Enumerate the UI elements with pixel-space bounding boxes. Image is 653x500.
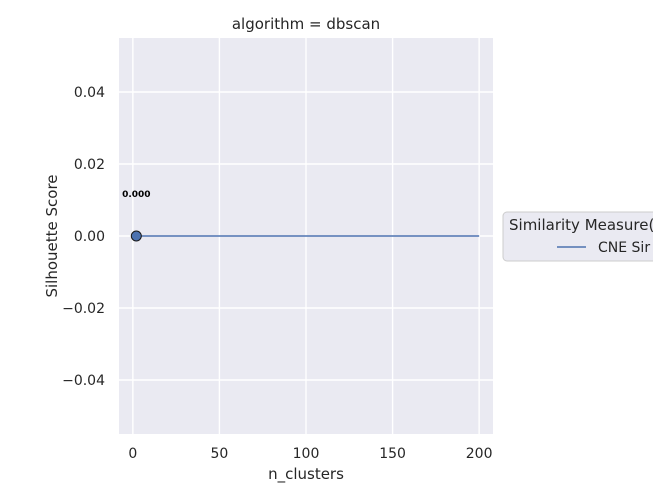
x-tick-label: 150 bbox=[379, 446, 406, 462]
x-axis-label: n_clusters bbox=[268, 465, 344, 484]
y-tick-label: −0.02 bbox=[62, 301, 105, 317]
x-axis-ticks: 0 50 100 150 200 bbox=[128, 446, 492, 462]
y-tick-label: −0.04 bbox=[62, 373, 105, 389]
x-tick-label: 50 bbox=[211, 446, 229, 462]
y-tick-label: 0.04 bbox=[74, 85, 105, 101]
y-tick-label: 0.00 bbox=[74, 229, 105, 245]
y-tick-label: 0.02 bbox=[74, 157, 105, 173]
x-tick-label: 100 bbox=[293, 446, 320, 462]
x-tick-label: 0 bbox=[128, 446, 137, 462]
y-axis-label: Silhouette Score bbox=[43, 174, 61, 297]
series-layer: 0.000 bbox=[122, 190, 480, 242]
legend-title: Similarity Measure( bbox=[509, 216, 653, 234]
panel-title: algorithm = dbscan bbox=[232, 15, 380, 33]
x-tick-label: 200 bbox=[466, 446, 493, 462]
y-axis-ticks: −0.04 −0.02 0.00 0.02 0.04 bbox=[62, 85, 105, 389]
data-label: 0.000 bbox=[122, 190, 150, 200]
legend: Similarity Measure( CNE Sir bbox=[502, 211, 653, 262]
legend-box bbox=[502, 211, 653, 262]
legend-entry-series-0: CNE Sir bbox=[598, 240, 650, 256]
data-point bbox=[130, 230, 142, 242]
